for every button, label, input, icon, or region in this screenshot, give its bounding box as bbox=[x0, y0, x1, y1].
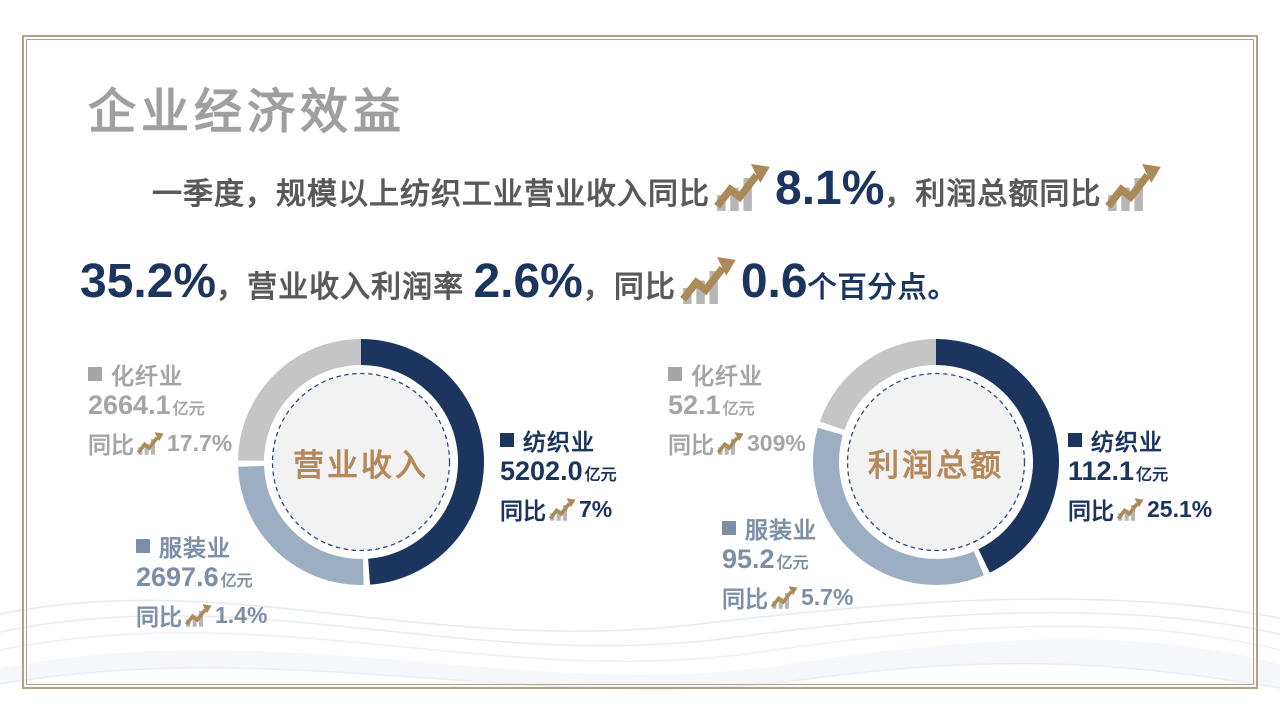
series-yoy-label: 同比 bbox=[1068, 498, 1114, 524]
series-name: 服装业 bbox=[159, 534, 231, 561]
series-yoy-row: 同比 5.7% bbox=[722, 580, 853, 614]
summary-highlight-number: 0.6 bbox=[740, 255, 808, 308]
summary-highlight-number: 35.2% bbox=[80, 255, 217, 308]
series-yoy-value: 17.7% bbox=[167, 429, 233, 456]
donut-segment-textile bbox=[936, 339, 1060, 573]
donut-segment-chemfiber bbox=[819, 339, 936, 431]
series-yoy-label: 同比 bbox=[88, 432, 134, 458]
series-bullet-square bbox=[722, 520, 736, 535]
series-value: 112.1 bbox=[1068, 456, 1135, 486]
summary-text: ，利润总额同比 bbox=[884, 178, 1102, 211]
donut-segment-textile bbox=[361, 339, 485, 585]
summary-highlight-number: 8.1% bbox=[775, 162, 885, 215]
series-name: 服装业 bbox=[745, 516, 817, 543]
donut-inner-dashed-circle bbox=[271, 372, 451, 552]
series-value-unit: 亿元 bbox=[584, 467, 617, 484]
series-bullet-square bbox=[668, 366, 682, 381]
growth-arrow-icon bbox=[549, 497, 576, 521]
series-value-row: 95.2 亿元 bbox=[722, 544, 853, 580]
revenue-donut: 营业收入 bbox=[231, 332, 491, 592]
series-value: 2664.1 bbox=[88, 390, 171, 420]
series-yoy-value: 1.4% bbox=[215, 601, 268, 628]
growth-arrow-icon bbox=[717, 431, 744, 455]
growth-arrow-icon bbox=[185, 603, 212, 627]
series-value-unit: 亿元 bbox=[220, 573, 253, 590]
profit-label-chemfiber: 化纤业 52.1 亿元 同比 309% bbox=[668, 357, 806, 460]
series-name-row: 服装业 bbox=[136, 529, 267, 562]
series-value: 5202.0 bbox=[500, 456, 583, 486]
revenue-label-textile: 纺织业 5202.0 亿元 同比 7% bbox=[500, 423, 617, 526]
series-value-row: 2697.6 亿元 bbox=[136, 562, 267, 598]
series-name-row: 纺织业 bbox=[1068, 423, 1212, 456]
series-name: 化纤业 bbox=[691, 362, 763, 389]
growth-arrow-icon bbox=[137, 431, 164, 455]
summary-unit-text: 个百分点。 bbox=[807, 272, 958, 304]
series-name: 纺织业 bbox=[1091, 428, 1163, 455]
summary-text: ，同比 bbox=[582, 271, 676, 304]
series-bullet-square bbox=[500, 432, 514, 447]
series-yoy-row: 同比 1.4% bbox=[136, 598, 267, 632]
series-name-row: 化纤业 bbox=[668, 357, 806, 390]
series-value-row: 5202.0 亿元 bbox=[500, 456, 617, 492]
profit-donut: 利润总额 bbox=[806, 332, 1066, 592]
series-yoy-label: 同比 bbox=[136, 604, 182, 630]
series-yoy-value: 5.7% bbox=[801, 583, 854, 610]
revenue-label-chemfiber: 化纤业 2664.1 亿元 同比 17.7% bbox=[88, 357, 232, 460]
series-value-unit: 亿元 bbox=[776, 555, 809, 572]
profit-center-label: 利润总额 bbox=[868, 447, 1004, 483]
series-yoy-label: 同比 bbox=[722, 586, 768, 612]
growth-arrow-icon bbox=[1117, 497, 1144, 521]
series-value-row: 2664.1 亿元 bbox=[88, 390, 232, 426]
donut-segment-apparel bbox=[238, 465, 364, 585]
series-yoy-row: 同比 17.7% bbox=[88, 426, 232, 460]
series-name: 纺织业 bbox=[523, 428, 595, 455]
growth-arrow-icon bbox=[714, 164, 770, 211]
donut-segment-apparel bbox=[813, 427, 984, 585]
series-value: 95.2 bbox=[722, 544, 775, 574]
growth-arrow-icon bbox=[1105, 164, 1162, 211]
summary-paragraph: 一季度，规模以上纺织工业营业收入同比 8.1%，利润总额同比 35.2%，营业收入利… bbox=[80, 148, 1195, 334]
profit-label-apparel: 服装业 95.2 亿元 同比 5.7% bbox=[722, 511, 853, 614]
series-value-unit: 亿元 bbox=[1136, 467, 1169, 484]
series-name: 化纤业 bbox=[111, 362, 183, 389]
series-bullet-square bbox=[88, 366, 102, 381]
series-yoy-row: 同比 25.1% bbox=[1068, 492, 1212, 526]
donut-segment-chemfiber bbox=[238, 339, 361, 461]
series-yoy-value: 309% bbox=[747, 429, 806, 456]
series-yoy-row: 同比 7% bbox=[500, 492, 617, 526]
wave-line bbox=[0, 662, 1280, 690]
wave-fill bbox=[0, 639, 1280, 689]
donut-inner-dashed-circle bbox=[846, 372, 1026, 552]
series-bullet-square bbox=[136, 538, 150, 553]
series-value-row: 52.1 亿元 bbox=[668, 390, 806, 426]
series-value-unit: 亿元 bbox=[722, 401, 755, 418]
revenue-label-apparel: 服装业 2697.6 亿元 同比 1.4% bbox=[136, 529, 267, 632]
series-yoy-value: 7% bbox=[579, 495, 613, 522]
series-yoy-row: 同比 309% bbox=[668, 426, 806, 460]
series-yoy-label: 同比 bbox=[500, 498, 546, 524]
series-name-row: 纺织业 bbox=[500, 423, 617, 456]
page-title: 企业经济效益 bbox=[88, 86, 407, 139]
series-name-row: 服装业 bbox=[722, 511, 853, 544]
growth-arrow-icon bbox=[680, 257, 736, 304]
series-yoy-value: 25.1% bbox=[1147, 495, 1213, 522]
revenue-center-label: 营业收入 bbox=[293, 447, 429, 483]
series-bullet-square bbox=[1068, 432, 1082, 447]
growth-arrow-icon bbox=[771, 585, 798, 609]
revenue-donut-rings bbox=[238, 339, 485, 585]
series-value-unit: 亿元 bbox=[172, 401, 205, 418]
series-value: 2697.6 bbox=[136, 562, 219, 592]
series-value-row: 112.1 亿元 bbox=[1068, 456, 1212, 492]
series-value: 52.1 bbox=[668, 390, 721, 420]
summary-text: 一季度，规模以上纺织工业营业收入同比 bbox=[152, 178, 710, 211]
summary-highlight-number: 2.6% bbox=[473, 255, 583, 308]
series-name-row: 化纤业 bbox=[88, 357, 232, 390]
profit-donut-rings bbox=[813, 339, 1060, 585]
summary-text: ，营业收入利润率 bbox=[216, 271, 474, 304]
series-yoy-label: 同比 bbox=[668, 432, 714, 458]
profit-label-textile: 纺织业 112.1 亿元 同比 25.1% bbox=[1068, 423, 1212, 526]
